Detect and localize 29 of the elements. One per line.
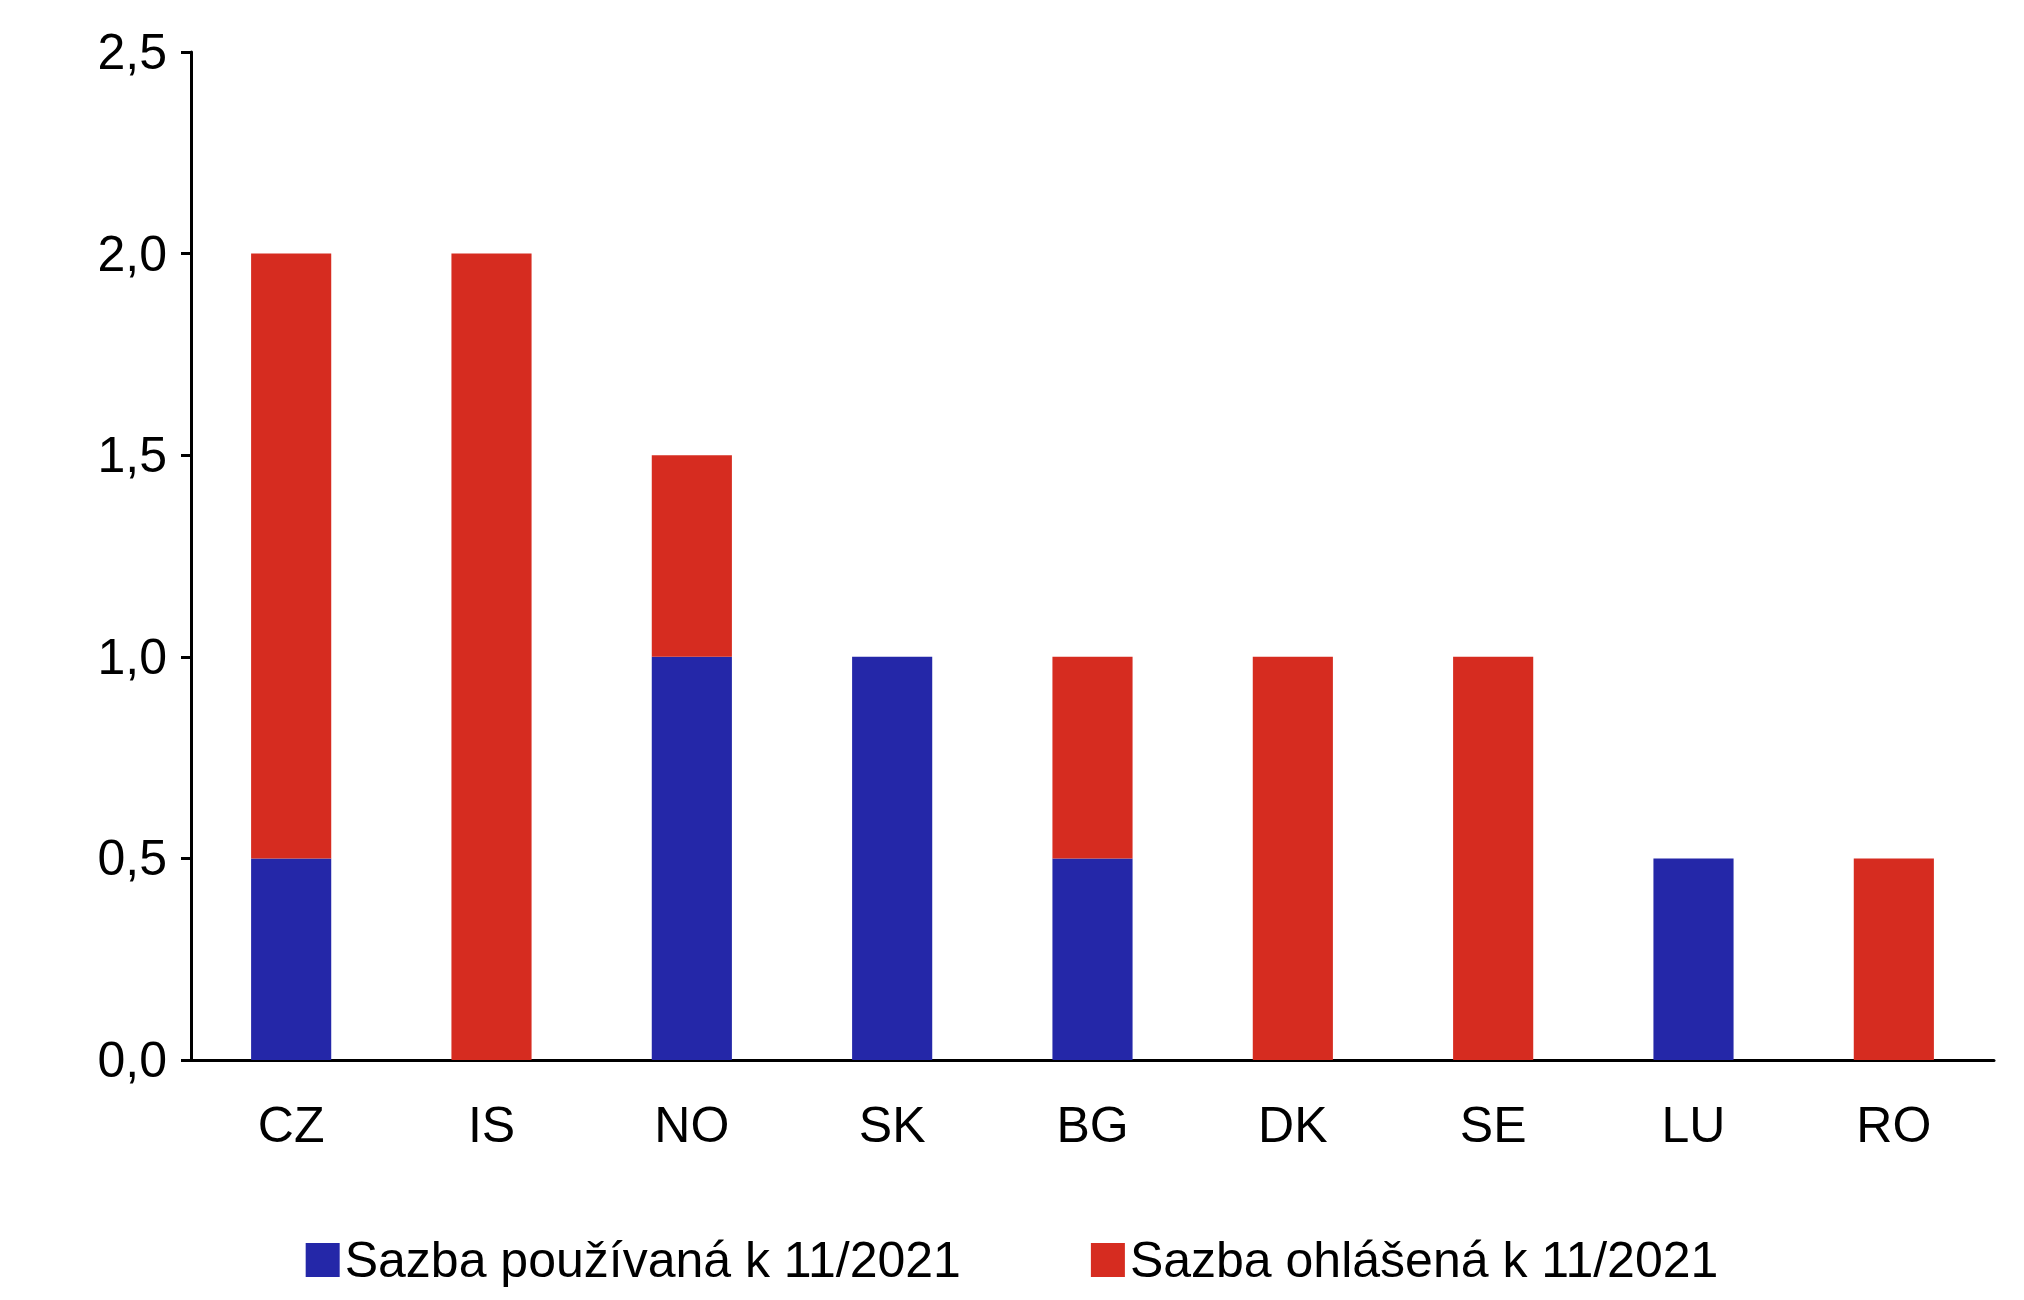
- y-tick-label: 2,0: [97, 225, 167, 282]
- bar: [251, 858, 332, 1060]
- y-tick-label: 1,5: [97, 427, 167, 484]
- bar: [1052, 656, 1133, 859]
- x-tick-label: SE: [1459, 1097, 1527, 1153]
- y-tick-label: 1,0: [97, 628, 167, 685]
- bar: [1653, 858, 1734, 1060]
- x-tick-label: CZ: [257, 1097, 325, 1153]
- bar: [1052, 858, 1133, 1060]
- bar: [1453, 656, 1534, 1060]
- y-tick-label: 0,0: [97, 1032, 167, 1088]
- bar: [852, 656, 933, 1060]
- x-tick-label: BG: [1056, 1097, 1129, 1153]
- legend-label: Sazba používaná k 11/2021: [344, 1232, 961, 1288]
- x-tick-label: NO: [654, 1097, 730, 1153]
- bar: [1252, 656, 1333, 1060]
- x-tick-label: DK: [1258, 1097, 1328, 1153]
- x-tick-label: LU: [1661, 1097, 1726, 1153]
- bar: [451, 253, 532, 1060]
- y-tick-label: 2,5: [97, 24, 167, 80]
- bar: [651, 455, 732, 657]
- bar: [651, 656, 732, 1060]
- x-tick-label: IS: [467, 1097, 516, 1153]
- bar: [1853, 858, 1934, 1060]
- legend-label: Sazba ohlášená k 11/2021: [1129, 1232, 1719, 1288]
- bar: [251, 253, 332, 859]
- x-tick-label: SK: [858, 1097, 926, 1153]
- x-tick-label: RO: [1856, 1097, 1932, 1153]
- y-tick-label: 0,5: [97, 830, 167, 887]
